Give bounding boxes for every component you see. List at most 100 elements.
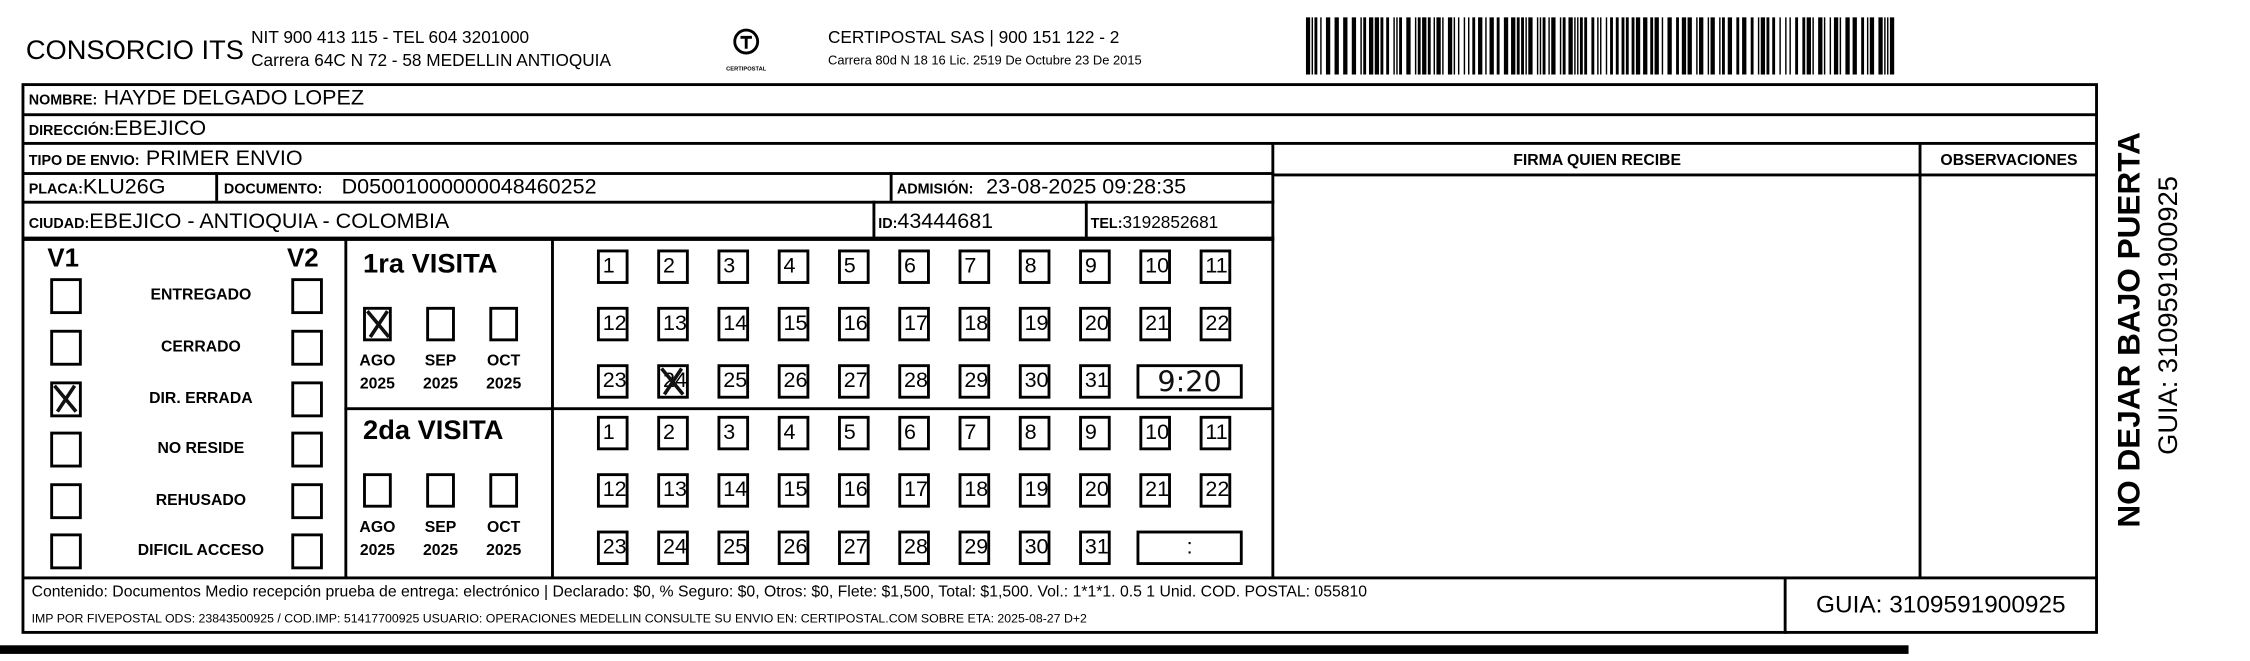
day-box[interactable]: 9 [1079,415,1111,451]
day-box[interactable]: 7 [958,249,991,284]
day-box[interactable]: 18 [958,306,991,342]
day-box[interactable]: 8 [1018,415,1051,451]
day-box[interactable]: 18 [958,473,991,508]
day-box[interactable]: 6 [898,249,930,284]
day-box[interactable]: 4 [777,249,810,284]
v1-checkbox[interactable] [50,329,82,366]
day-box[interactable]: 1 [596,415,629,451]
signature-area[interactable] [1276,178,1917,577]
day-box[interactable]: 2 [657,415,689,451]
day-box[interactable]: 2 [657,249,689,284]
day-box[interactable]: 12 [596,473,629,508]
v1-checkbox[interactable] [50,431,82,468]
day-box[interactable]: 20 [1079,306,1111,342]
time-box[interactable]: : [1136,530,1243,565]
day-box[interactable]: 28 [898,530,930,565]
day-box[interactable]: 29 [958,364,991,399]
v1-label: V1 [47,243,79,273]
day-box[interactable]: 14 [717,473,750,508]
day-box[interactable]: 10 [1139,415,1171,451]
day-box[interactable]: 31 [1079,530,1111,565]
v2-checkbox[interactable] [291,278,323,315]
v2-checkbox[interactable] [291,533,323,570]
day-box[interactable]: 27 [838,530,870,565]
v1-checkbox[interactable] [50,278,82,315]
barcode-bar [1615,17,1619,75]
day-box[interactable]: 3 [717,249,750,284]
day-box[interactable]: 20 [1079,473,1111,508]
v1-checkbox[interactable] [50,533,82,570]
month-checkbox[interactable] [489,306,519,342]
month-checkbox[interactable] [426,306,455,342]
day-box[interactable]: 9 [1079,249,1111,284]
day-box[interactable]: 21 [1139,473,1171,508]
v2-checkbox[interactable] [291,483,323,520]
day-box[interactable]: 24 [657,530,689,565]
day-box[interactable]: 14 [717,306,750,342]
day-box[interactable]: 7 [958,415,991,451]
day-box[interactable]: 25 [717,530,750,565]
day-box[interactable]: 5 [838,249,870,284]
barcode-bar [1760,17,1766,75]
day-box[interactable]: 6 [898,415,930,451]
day-box[interactable]: 3 [717,415,750,451]
day-box[interactable]: 21 [1139,306,1171,342]
barcode-bar [1436,17,1441,75]
time-box[interactable]: 9:20 [1136,364,1243,399]
id-field: ID:43444681 [878,209,994,234]
day-box[interactable]: 26 [777,364,810,399]
observaciones-area[interactable] [1923,178,2095,577]
day-box[interactable]: 23 [596,530,629,565]
day-box[interactable]: 19 [1018,473,1051,508]
month-checkbox[interactable] [363,473,392,508]
month-checkbox[interactable] [426,473,455,508]
day-box[interactable]: 16 [838,473,870,508]
day-box[interactable]: 22 [1199,306,1232,342]
day-box[interactable]: 11 [1199,415,1232,451]
month-checkbox[interactable] [489,473,519,508]
barcode-bar [1305,17,1311,75]
day-box[interactable]: 22 [1199,473,1232,508]
v2-checkbox[interactable] [291,431,323,468]
barcode-bar [1861,17,1865,75]
day-box[interactable]: 30 [1018,364,1051,399]
barcode-bar [1584,17,1588,75]
day-box[interactable]: 28 [898,364,930,399]
month-checkbox[interactable] [363,306,392,342]
day-box[interactable]: 27 [838,364,870,399]
day-box[interactable]: 13 [657,306,689,342]
v1-checkbox[interactable] [50,483,82,520]
day-box[interactable]: 31 [1079,364,1111,399]
day-box[interactable]: 30 [1018,530,1051,565]
day-box[interactable]: 16 [838,306,870,342]
day-box[interactable]: 4 [777,415,810,451]
day-box[interactable]: 29 [958,530,991,565]
barcode-bar [1422,17,1427,75]
day-box[interactable]: 1 [596,249,629,284]
day-box[interactable]: 15 [777,473,810,508]
day-box[interactable]: 26 [777,530,810,565]
v1-checkbox[interactable] [50,381,82,418]
barcode-bar [1574,17,1576,75]
day-box[interactable]: 19 [1018,306,1051,342]
day-box[interactable]: 24 [657,364,689,399]
barcode-bar [1447,17,1453,75]
day-box[interactable]: 10 [1139,249,1171,284]
day-box[interactable]: 25 [717,364,750,399]
day-box[interactable]: 23 [596,364,629,399]
barcode-bar [1772,17,1776,75]
day-box[interactable]: 17 [898,306,930,342]
day-box[interactable]: 12 [596,306,629,342]
day-box[interactable]: 17 [898,473,930,508]
v2-checkbox[interactable] [291,381,323,418]
v2-checkbox[interactable] [291,329,323,366]
barcode-bar [1374,17,1380,75]
day-box[interactable]: 13 [657,473,689,508]
day-box[interactable]: 5 [838,415,870,451]
ciudad-field: CIUDAD:EBEJICO - ANTIOQUIA - COLOMBIA [28,209,450,234]
day-box[interactable]: 11 [1199,249,1232,284]
day-box[interactable]: 8 [1018,249,1051,284]
day-box[interactable]: 15 [777,306,810,342]
barcode-bar [1536,17,1539,75]
